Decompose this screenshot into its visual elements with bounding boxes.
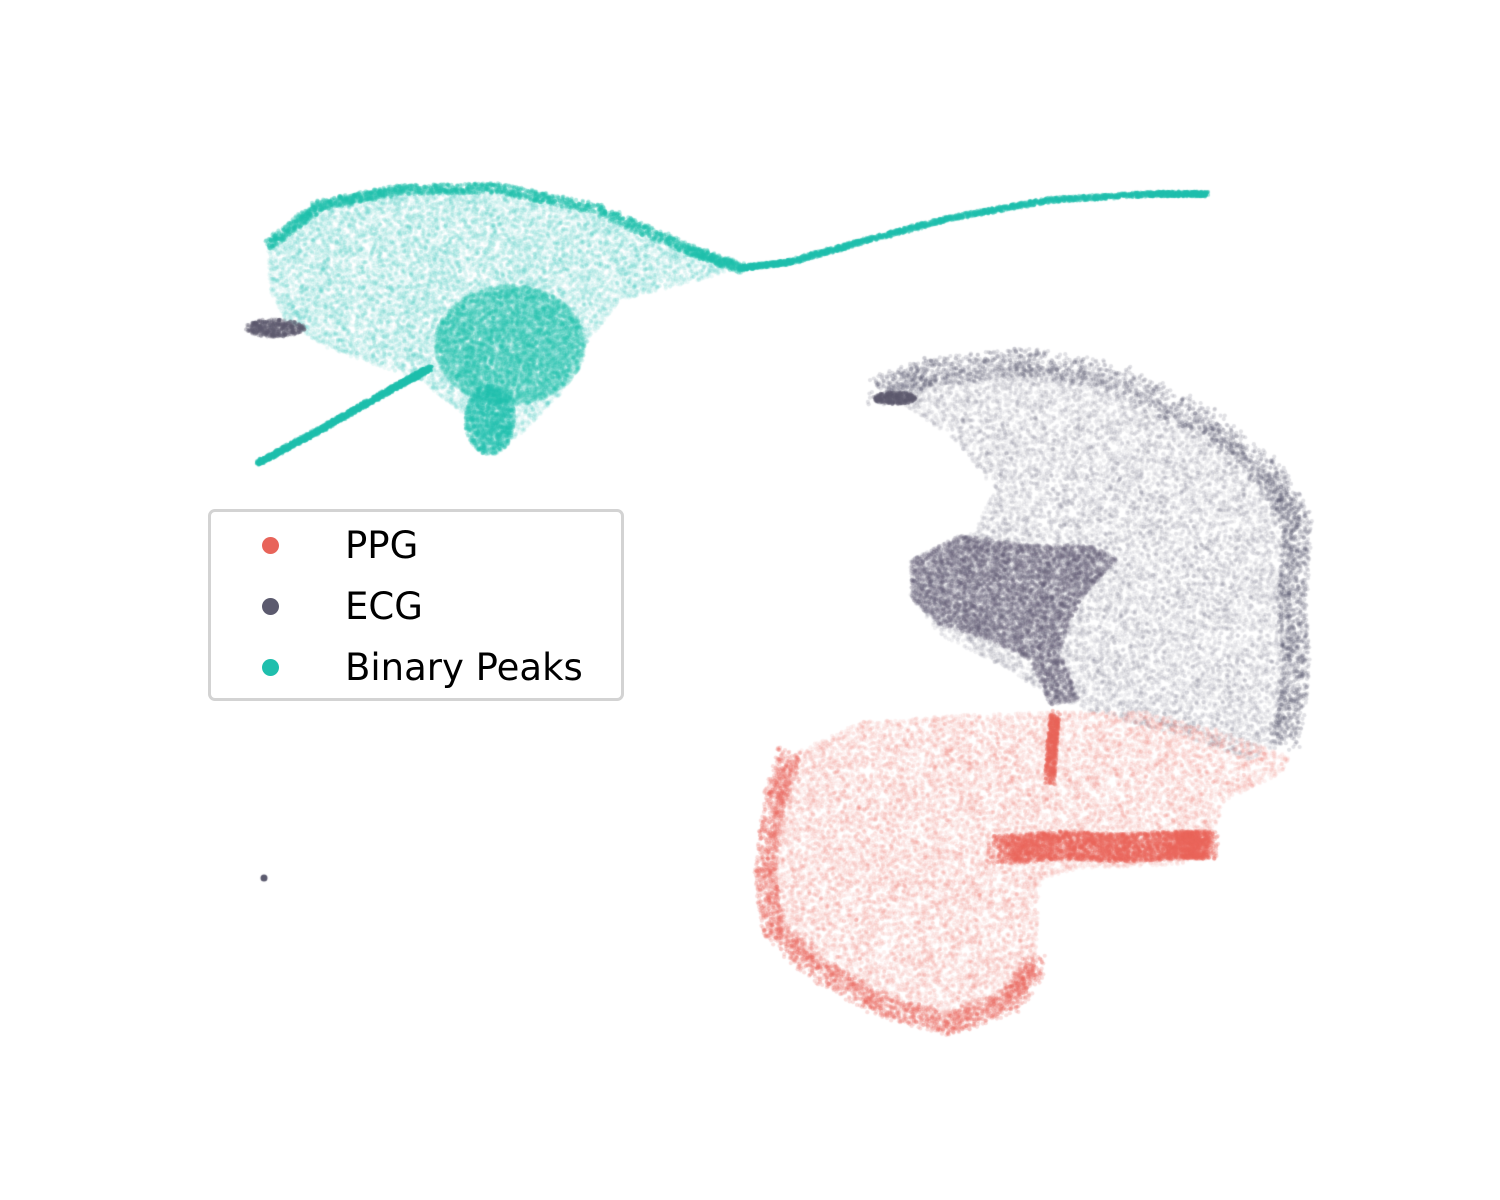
legend-label-ecg: ECG — [345, 585, 423, 628]
legend-marker-ppg — [262, 537, 279, 554]
legend-label-binary-peaks: Binary Peaks — [345, 646, 583, 689]
legend-marker-ecg — [262, 598, 279, 615]
legend-marker-binary-peaks — [262, 659, 279, 676]
legend-item-ecg: ECG — [211, 587, 621, 627]
legend-label-ppg: PPG — [345, 524, 419, 567]
legend-item-binary-peaks: Binary Peaks — [211, 648, 621, 688]
legend-item-ppg: PPG — [211, 526, 621, 566]
legend: PPG ECG Binary Peaks — [208, 509, 624, 701]
